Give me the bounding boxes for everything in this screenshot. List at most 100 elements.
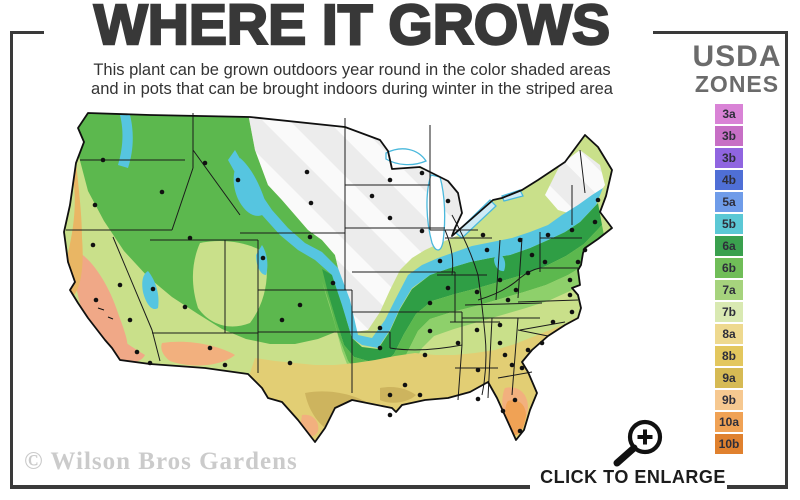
legend-swatch-4b: 4b xyxy=(715,170,743,190)
city-dot xyxy=(260,255,266,261)
city-dot xyxy=(427,328,433,334)
city-dot xyxy=(387,412,393,418)
page-title: WHERE IT GROWS xyxy=(93,0,612,58)
city-dot xyxy=(127,317,133,323)
city-dot xyxy=(497,322,503,328)
city-dot xyxy=(150,286,156,292)
legend-swatch-3b: 3b xyxy=(715,148,743,168)
city-dot xyxy=(93,297,99,303)
city-dot xyxy=(525,270,531,276)
city-dot xyxy=(387,392,393,398)
frame-border-right xyxy=(785,31,788,489)
zone-socal xyxy=(90,318,145,363)
zone-california-valley xyxy=(75,253,128,357)
magnifying-glass-plus-icon[interactable] xyxy=(605,410,665,470)
city-dot xyxy=(182,304,188,310)
legend-swatch-label: 5b xyxy=(721,217,736,231)
zone-wasatch xyxy=(256,245,268,275)
city-dot xyxy=(480,232,486,238)
city-dot xyxy=(475,396,481,402)
city-dot xyxy=(595,197,601,203)
city-dot xyxy=(419,170,425,176)
city-dot xyxy=(222,362,228,368)
city-dot xyxy=(513,287,519,293)
lake-ontario xyxy=(501,189,524,202)
frame-border-bottom-right xyxy=(727,485,788,489)
lake-erie xyxy=(455,199,497,239)
zone-cascades xyxy=(118,115,133,168)
legend-swatch-label: 7a xyxy=(722,283,736,297)
zone-6b-band xyxy=(322,225,606,381)
zone-9a-louisiana xyxy=(380,386,416,403)
legend-swatch-3b: 3b xyxy=(715,126,743,146)
legend-swatch-3a: 3a xyxy=(715,104,743,124)
zone-appalachia xyxy=(494,253,506,272)
city-dot xyxy=(369,193,375,199)
city-dot xyxy=(542,259,548,265)
legend-swatch-9b: 9b xyxy=(715,390,743,410)
legend-swatch-label: 6b xyxy=(721,261,736,275)
zone-9-arizona xyxy=(161,341,235,366)
us-hardiness-zone-map[interactable] xyxy=(50,103,630,463)
us-outline xyxy=(63,112,613,443)
city-dot xyxy=(545,232,551,238)
click-to-enlarge-label[interactable]: CLICK TO ENLARGE xyxy=(540,467,726,487)
legend-swatch-label: 7b xyxy=(721,305,736,319)
city-dot xyxy=(387,177,393,183)
legend-swatch-6b: 6b xyxy=(715,258,743,278)
watermark: © Wilson Bros Gardens xyxy=(24,448,298,475)
city-dot xyxy=(567,277,573,283)
city-dot xyxy=(187,235,193,241)
legend-swatch-label: 10a xyxy=(718,415,740,429)
city-dot xyxy=(92,202,98,208)
city-dot xyxy=(308,200,314,206)
legend-swatch-8a: 8a xyxy=(715,324,743,344)
legend-swatch-7b: 7b xyxy=(715,302,743,322)
city-dot xyxy=(207,345,213,351)
city-dot xyxy=(539,340,545,346)
city-dot xyxy=(525,347,531,353)
state-borders xyxy=(66,113,586,401)
city-dot xyxy=(569,227,575,233)
channel-islands xyxy=(97,307,114,320)
subtitle: This plant can be grown outdoors year ro… xyxy=(12,61,692,99)
city-dot xyxy=(475,367,481,373)
legend-swatch-9a: 9a xyxy=(715,368,743,388)
legend-swatch-label: 8b xyxy=(721,349,736,363)
city-dot xyxy=(387,215,393,221)
legend-swatch-label: 5a xyxy=(722,195,736,209)
city-dot xyxy=(484,247,490,253)
legend-heading-usda: USDA xyxy=(692,40,782,73)
city-dot xyxy=(235,177,241,183)
legend-heading: USDA ZONES xyxy=(682,40,792,97)
legend-swatch-label: 9b xyxy=(721,393,736,407)
city-dot xyxy=(519,365,525,371)
city-dot xyxy=(427,300,433,306)
city-dot xyxy=(117,282,123,288)
city-dot xyxy=(202,160,208,166)
zone-great-basin xyxy=(192,241,267,327)
city-dot xyxy=(307,234,313,240)
city-dot xyxy=(417,392,423,398)
city-dot xyxy=(402,382,408,388)
legend-swatch-label: 3b xyxy=(721,151,736,165)
city-dot xyxy=(437,258,443,264)
frame-border-top-left xyxy=(10,31,44,34)
city-dot xyxy=(512,397,518,403)
city-dot xyxy=(419,228,425,234)
city-dot xyxy=(422,352,428,358)
zone-6a-band xyxy=(322,203,602,364)
city-dot xyxy=(502,352,508,358)
legend-swatch-5a: 5a xyxy=(715,192,743,212)
city-dot xyxy=(377,345,383,351)
city-dot xyxy=(517,428,523,434)
city-dot xyxy=(550,319,556,325)
city-dot xyxy=(500,408,506,414)
city-dots-layer xyxy=(90,157,601,434)
city-dot xyxy=(497,340,503,346)
zone-west-green xyxy=(78,113,348,344)
zone-sierra xyxy=(142,271,159,310)
frame-border-bottom-left xyxy=(10,485,530,489)
city-dot xyxy=(377,325,383,331)
subtitle-line-1: This plant can be grown outdoors year ro… xyxy=(93,61,611,79)
